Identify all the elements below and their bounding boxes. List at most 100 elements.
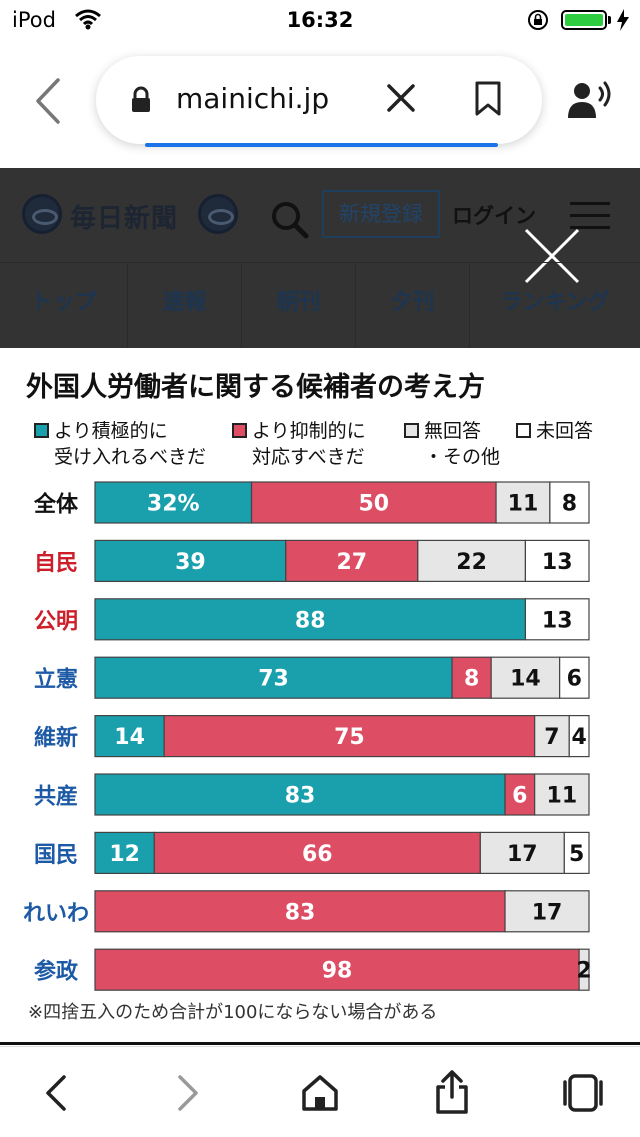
read-aloud-icon[interactable] [566, 80, 614, 120]
bar-cdp-negative [451, 656, 492, 699]
bar-dpfp-unanswered [563, 831, 590, 874]
value-label-cdp-positive: 73 [258, 667, 289, 692]
value-label-dpfp-no-answer: 17 [507, 842, 538, 867]
browser-toolbar [0, 1046, 640, 1137]
value-label-komeito-unanswered: 13 [542, 608, 573, 633]
site-header: 毎日新聞 新規登録 ログイン トップ 速報 朝刊 夕刊 ランキング [0, 168, 640, 348]
site-logo[interactable]: 毎日新聞 [70, 204, 179, 234]
category-label-ishin: 維新 [34, 725, 78, 751]
share-icon[interactable] [434, 1069, 470, 1115]
value-label-sanseito-no-answer: 2 [576, 959, 591, 984]
bar-komeito-unanswered [524, 598, 590, 641]
bar-all-unanswered [549, 481, 590, 524]
value-label-ishin-unanswered: 4 [571, 725, 586, 750]
status-bar: iPod 16:32 [0, 0, 640, 40]
orientation-lock-icon [528, 10, 548, 30]
chart-footnote: ※四捨五入のため合計が100にならない場合がある [28, 1002, 438, 1023]
value-label-cdp-unanswered: 6 [567, 667, 582, 692]
bar-ishin-positive [94, 715, 165, 758]
legend-no-answer-swatch [404, 423, 419, 438]
legend-positive-swatch [34, 423, 49, 438]
value-label-ldp-negative: 27 [336, 550, 367, 575]
login-link[interactable]: ログイン [452, 204, 536, 228]
value-label-all-negative: 50 [358, 492, 389, 517]
value-label-dpfp-negative: 66 [302, 842, 333, 867]
bar-dpfp-no-answer [479, 831, 565, 874]
charging-bolt-icon [617, 9, 629, 31]
category-label-komeito: 公明 [34, 609, 78, 634]
bar-reiwa-no-answer [504, 890, 590, 933]
category-label-dpfp: 国民 [34, 843, 78, 868]
value-label-jcp-positive: 83 [285, 784, 316, 809]
value-label-dpfp-unanswered: 5 [569, 842, 584, 867]
category-label-jcp: 共産 [34, 784, 78, 810]
value-label-sanseito-negative: 98 [322, 959, 353, 984]
page-load-progress [145, 143, 498, 147]
nav-tab-morning[interactable]: 朝刊 [242, 263, 356, 348]
section-nav: トップ 速報 朝刊 夕刊 ランキング [0, 263, 640, 348]
tabs-icon[interactable] [562, 1073, 604, 1113]
value-label-cdp-no-answer: 14 [510, 667, 541, 692]
content-bottom-rule [0, 1042, 640, 1045]
bar-jcp-negative [504, 773, 536, 816]
legend-unanswered-label: 未回答 [536, 420, 594, 442]
value-label-cdp-negative: 8 [464, 667, 479, 692]
value-label-ishin-no-answer: 7 [544, 725, 559, 750]
bar-dpfp-positive [94, 831, 155, 874]
bar-ishin-no-answer [534, 715, 570, 758]
bookmark-icon[interactable] [474, 81, 502, 117]
bar-jcp-no-answer [534, 773, 590, 816]
search-icon[interactable] [270, 200, 310, 240]
legend-no-answer-label: 無回答 ・その他 [424, 420, 501, 468]
value-label-reiwa-no-answer: 17 [532, 900, 563, 925]
bar-cdp-no-answer [490, 656, 561, 699]
category-label-ldp: 自民 [34, 550, 78, 576]
bar-sanseito-no-answer [578, 948, 590, 991]
legend-positive-label: より積極的に 受け入れるべきだ [54, 420, 207, 468]
url-text[interactable]: mainichi.jp [176, 82, 330, 115]
address-bar[interactable]: mainichi.jp [96, 56, 542, 144]
overlay-close-icon[interactable] [522, 226, 582, 286]
chart-title: 外国人労働者に関する候補者の考え方 [26, 372, 485, 403]
value-label-komeito-positive: 88 [295, 608, 326, 633]
value-label-dpfp-positive: 12 [109, 842, 140, 867]
category-label-sanseito: 参政 [34, 959, 79, 985]
toolbar-forward-icon[interactable] [172, 1073, 204, 1113]
logo-left-emblem-icon [22, 194, 62, 234]
wifi-icon [75, 9, 101, 30]
hamburger-menu-icon[interactable] [570, 201, 610, 231]
legend-unanswered-swatch [516, 423, 531, 438]
nav-tab-top[interactable]: トップ [0, 263, 128, 348]
value-label-ishin-positive: 14 [114, 725, 145, 750]
nav-tab-breaking[interactable]: 速報 [128, 263, 242, 348]
nav-tab-ranking[interactable]: ランキング [500, 290, 610, 315]
bar-ldp-unanswered [524, 539, 590, 583]
category-label-reiwa: れいわ [23, 901, 89, 926]
nav-tab-evening[interactable]: 夕刊 [356, 263, 470, 348]
home-icon[interactable] [300, 1073, 340, 1113]
bar-cdp-unanswered [559, 656, 590, 699]
value-label-reiwa-negative: 83 [285, 900, 316, 925]
bar-dpfp-negative [153, 831, 481, 874]
value-label-all-positive: 32% [147, 492, 200, 517]
lock-icon [132, 86, 150, 112]
status-time: 16:32 [286, 8, 354, 32]
value-label-ishin-negative: 75 [334, 725, 365, 750]
browser-back-icon[interactable] [30, 76, 66, 126]
bar-reiwa-negative [94, 890, 506, 933]
category-label-cdp: 立憲 [34, 667, 78, 693]
bar-ishin-unanswered [568, 715, 590, 758]
register-button[interactable]: 新規登録 [322, 190, 440, 238]
legend-negative-label: より抑制的に 対応すべきだ [252, 420, 366, 468]
header-divider [0, 262, 640, 263]
bar-jcp-positive [94, 773, 506, 816]
clear-url-icon[interactable] [386, 83, 416, 113]
value-label-all-no-answer: 11 [508, 492, 539, 517]
value-label-jcp-negative: 6 [512, 784, 527, 809]
value-label-jcp-no-answer: 11 [547, 784, 578, 809]
toolbar-back-icon[interactable] [40, 1073, 72, 1113]
value-label-ldp-no-answer: 22 [456, 550, 487, 575]
bar-ishin-negative [163, 715, 536, 758]
bar-ldp-no-answer [417, 539, 527, 583]
